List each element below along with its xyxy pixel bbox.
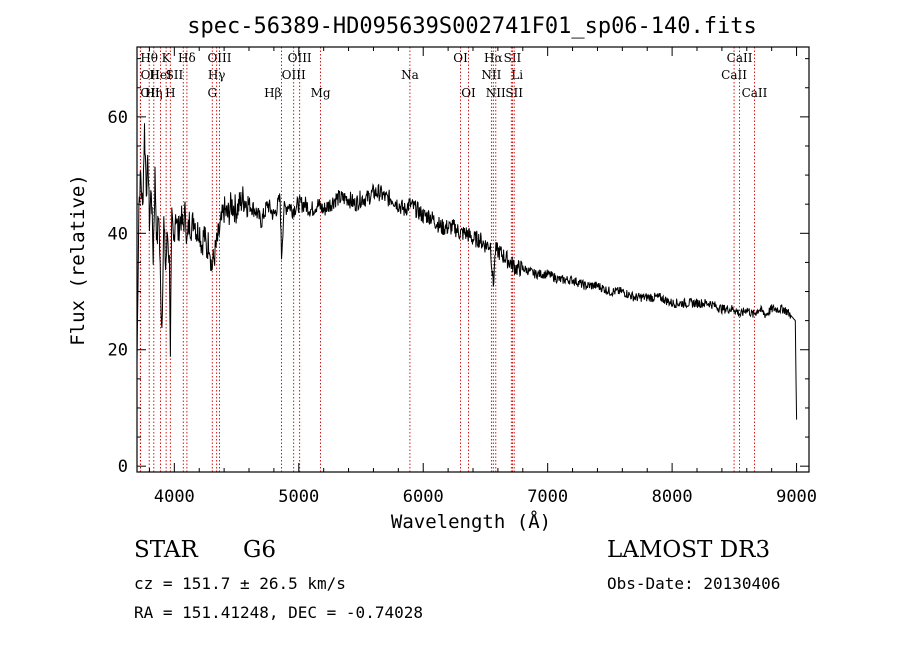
line-label: K — [162, 51, 172, 65]
survey-name: LAMOST DR3 — [607, 537, 771, 563]
line-label: Hα — [484, 51, 503, 65]
coordinates: RA = 151.41248, DEC = -0.74028 — [134, 603, 423, 622]
line-label: SII — [505, 86, 523, 100]
line-label: OII — [140, 86, 160, 100]
observation-date: Obs-Date: 20130406 — [607, 574, 781, 593]
line-label: CaII — [742, 86, 768, 100]
line-label: CaII — [721, 68, 747, 82]
line-label: Hγ — [208, 68, 226, 82]
y-tick-label: 60 — [108, 108, 128, 128]
y-tick-label: 0 — [118, 457, 128, 477]
line-label: Hδ — [178, 51, 196, 65]
line-label: SII — [504, 51, 522, 65]
line-label: H — [165, 86, 175, 100]
x-tick-label: 8000 — [652, 487, 693, 507]
x-tick-label: 7000 — [527, 487, 568, 507]
line-label: OIII — [288, 51, 312, 65]
line-label: OI — [461, 86, 476, 100]
x-tick-label: 6000 — [403, 487, 444, 507]
line-label: NII — [481, 68, 501, 82]
x-tick-label: 5000 — [278, 487, 319, 507]
y-tick-label: 20 — [108, 341, 128, 361]
line-label: OIII — [282, 68, 306, 82]
spectrum-line — [136, 123, 798, 420]
x-tick-label: 4000 — [154, 487, 195, 507]
line-label: OI — [453, 51, 468, 65]
x-tick-label: 9000 — [776, 487, 817, 507]
line-label: Na — [401, 68, 419, 82]
line-label: SII — [166, 68, 184, 82]
redshift-cz: cz = 151.7 ± 26.5 km/s — [134, 574, 346, 593]
line-label: Hβ — [264, 86, 281, 100]
line-label: G — [207, 86, 217, 100]
object-class: STAR — [134, 537, 198, 563]
line-label: Hθ — [140, 51, 158, 65]
y-axis-label: Flux (relative) — [67, 174, 89, 346]
plot-frame — [136, 46, 810, 473]
line-label: OIII — [207, 51, 231, 65]
y-tick-label: 40 — [108, 224, 128, 244]
line-label: Hη — [145, 86, 163, 100]
line-label: CaII — [727, 51, 753, 65]
x-axis-label: Wavelength (Å) — [391, 510, 551, 533]
object-subclass: G6 — [243, 537, 277, 563]
line-label: OII — [141, 68, 161, 82]
line-label: Li — [511, 68, 523, 82]
chart-title: spec-56389-HD095639S002741F01_sp06-140.f… — [187, 14, 757, 39]
line-label: NII — [486, 86, 506, 100]
line-label: Mg — [311, 86, 331, 100]
